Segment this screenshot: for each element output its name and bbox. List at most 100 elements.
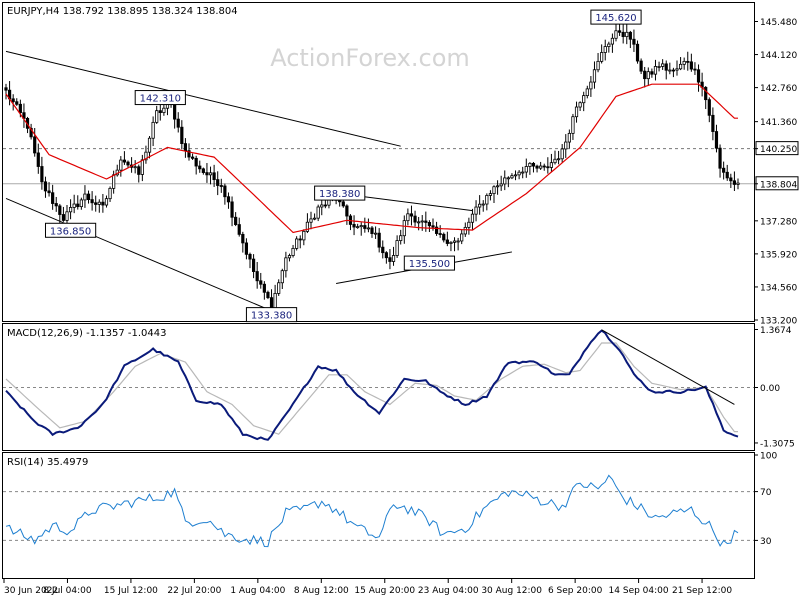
candle-up — [366, 227, 371, 230]
candle-up — [675, 68, 679, 71]
candle-up — [208, 172, 213, 176]
rsi-y-tick: 30 — [760, 537, 772, 547]
candle-up — [280, 270, 284, 284]
candle-down — [198, 165, 202, 170]
x-tick-label: 21 Sep 12:00 — [672, 586, 732, 596]
annotation-label: 136.850 — [50, 226, 91, 237]
candle-up — [65, 211, 69, 221]
candle-up — [736, 182, 740, 185]
annotation-box — [403, 255, 456, 271]
candle-down — [729, 177, 733, 182]
candle-up — [162, 107, 166, 113]
candle-up — [140, 159, 144, 175]
price-y-tick: 145.480 — [760, 18, 797, 28]
candle-up — [356, 226, 360, 229]
candle-up — [549, 162, 554, 168]
candle-up — [97, 201, 101, 205]
candle-up — [574, 106, 579, 118]
moving-average-line — [5, 83, 738, 234]
macd-y-tick: 0.00 — [760, 384, 780, 394]
candle-up — [463, 226, 467, 235]
candle-up — [495, 185, 500, 188]
candle-down — [722, 167, 726, 173]
candle-down — [732, 180, 737, 185]
price-y-tick: 142.760 — [760, 84, 797, 94]
macd-y-tick: -1.3075 — [760, 439, 795, 449]
candle-up — [104, 198, 109, 206]
candle-up — [399, 235, 403, 242]
macd-y-tick: 1.3674 — [760, 326, 792, 336]
candle-down — [47, 190, 51, 194]
candle-up — [517, 171, 521, 176]
candle-down — [617, 30, 622, 33]
price-y-tick: 134.560 — [760, 283, 797, 293]
candle-up — [108, 187, 112, 200]
candle-up — [467, 221, 471, 228]
candle-up — [291, 247, 295, 256]
candle-up — [503, 177, 507, 185]
price-annotation: 136.850 — [44, 222, 97, 238]
candle-down — [345, 205, 349, 217]
annotation-label: 142.310 — [140, 94, 181, 105]
macd-line — [5, 329, 739, 441]
candle-down — [234, 216, 238, 225]
candle-up — [112, 174, 116, 189]
x-tick-label: 30 Aug 12:00 — [481, 586, 542, 596]
candle-down — [671, 69, 676, 72]
candle-up — [513, 174, 518, 177]
candle-down — [542, 165, 546, 168]
candle-down — [58, 205, 62, 215]
candle-down — [686, 60, 690, 63]
price-y-tick: 140.250 — [760, 145, 797, 155]
candle-up — [470, 213, 475, 223]
candle-down — [352, 224, 356, 228]
candle-down — [101, 201, 105, 206]
candle-down — [266, 291, 270, 299]
candle-up — [406, 213, 410, 222]
x-tick-label: 14 Sep 04:00 — [609, 586, 669, 596]
candle-down — [126, 161, 130, 166]
macd-signal-line — [5, 342, 738, 435]
x-tick-label: 6 Sep 20:00 — [548, 586, 603, 596]
candle-down — [43, 181, 48, 192]
candle-down — [693, 68, 697, 71]
candle-down — [363, 225, 367, 229]
price-header: EURJPY,H4 138.792 138.895 138.324 138.80… — [7, 6, 238, 17]
rsi-line — [5, 474, 739, 548]
price-y-tick: 144.120 — [760, 51, 797, 61]
macd-layer — [3, 329, 754, 441]
candle-down — [434, 226, 439, 234]
price-y-tick: 138.804 — [760, 180, 797, 190]
candle-up — [302, 230, 306, 241]
macd-trendline — [601, 329, 735, 405]
candle-down — [298, 238, 302, 241]
candle-down — [241, 233, 245, 244]
candle-up — [452, 240, 457, 243]
candle-down — [183, 143, 188, 152]
candle-up — [657, 66, 661, 68]
annotation-label: 135.500 — [409, 259, 450, 270]
candle-up — [72, 203, 76, 208]
candle-down — [714, 131, 719, 149]
candle-up — [524, 166, 528, 173]
watermark: ActionForex.com — [270, 44, 470, 72]
candle-up — [528, 162, 532, 167]
candle-up — [449, 241, 453, 244]
candle-down — [438, 233, 442, 235]
candle-down — [40, 166, 44, 183]
candle-down — [237, 224, 241, 235]
candle-down — [546, 166, 550, 169]
price-y-tick: 141.360 — [760, 118, 797, 128]
candle-down — [94, 202, 98, 205]
candle-down — [187, 150, 191, 158]
candle-down — [381, 246, 385, 254]
x-tick-label: 1 Aug 04:00 — [230, 586, 285, 596]
candle-down — [248, 253, 252, 260]
candle-down — [205, 172, 209, 176]
candle-down — [255, 271, 259, 282]
candle-down — [244, 242, 249, 255]
candle-down — [180, 126, 184, 144]
candle-up — [133, 166, 137, 169]
candle-up — [578, 102, 582, 108]
candle-up — [682, 60, 686, 65]
